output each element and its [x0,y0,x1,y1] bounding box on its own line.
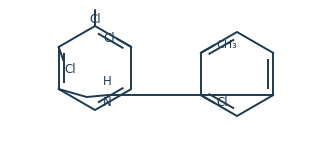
Text: Cl: Cl [65,63,76,76]
Text: Cl: Cl [103,32,115,46]
Text: N: N [103,96,112,109]
Text: Cl: Cl [216,96,228,110]
Text: H: H [103,75,112,88]
Text: Cl: Cl [89,13,101,26]
Text: CH₃: CH₃ [216,40,237,50]
